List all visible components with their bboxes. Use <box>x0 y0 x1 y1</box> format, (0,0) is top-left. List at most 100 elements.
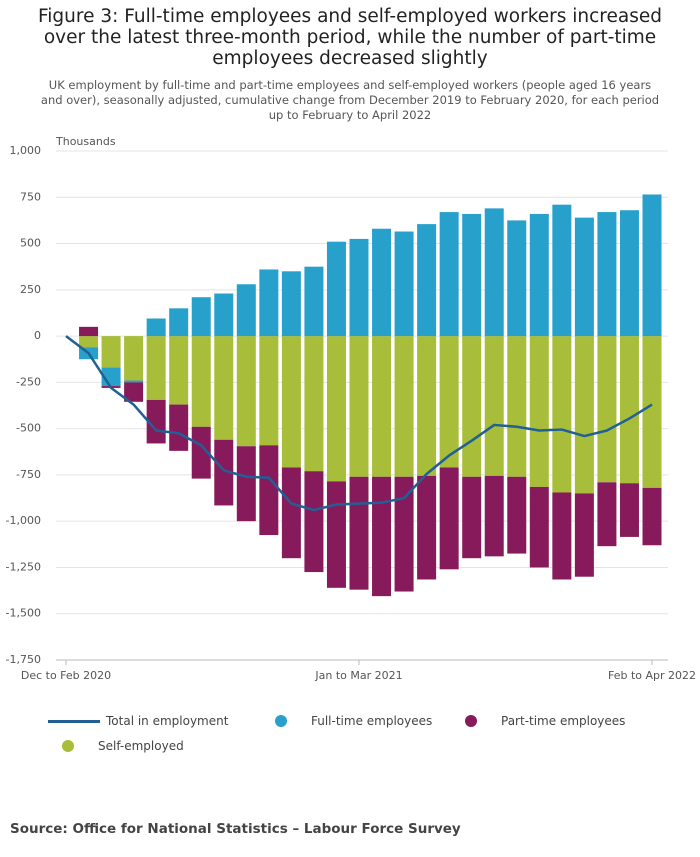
chart: Thousands 1,000 750 500 250 0 -250 -500 -750 -1,0… <box>6 135 696 682</box>
bar <box>484 336 504 476</box>
bar <box>529 336 549 487</box>
legend-item: Self-employed <box>48 739 184 753</box>
y-tick-label: 750 <box>20 190 41 203</box>
bar <box>619 483 639 537</box>
bar <box>124 380 144 383</box>
bar <box>394 336 414 477</box>
y-axis-label: Thousands <box>55 135 116 148</box>
bar <box>372 476 392 597</box>
y-tick-label: -1,250 <box>6 560 41 573</box>
bar <box>326 481 346 588</box>
legend-label: Part-time employees <box>501 714 626 728</box>
bar <box>191 426 211 479</box>
bar <box>462 336 482 477</box>
legend-swatch <box>465 715 477 727</box>
bar <box>236 336 256 447</box>
bar <box>169 336 189 405</box>
bar <box>146 399 166 444</box>
bar <box>79 326 99 337</box>
bar <box>326 336 346 482</box>
bar <box>259 269 279 337</box>
bar <box>574 217 594 337</box>
x-tick-label: Jan to Mar 2021 <box>314 669 402 682</box>
bar <box>574 336 594 494</box>
bar <box>394 476 414 592</box>
bar <box>304 336 324 472</box>
bar <box>552 204 572 337</box>
bar <box>642 336 662 488</box>
bar <box>372 228 392 337</box>
bar <box>439 212 459 337</box>
line <box>65 335 653 512</box>
bar <box>214 439 234 506</box>
bar <box>259 336 279 446</box>
x-tick-label: Feb to Apr 2022 <box>608 669 696 682</box>
bar <box>507 336 527 477</box>
bar <box>619 336 639 484</box>
bar <box>507 476 527 554</box>
legend-label: Total in employment <box>106 714 229 728</box>
bar <box>484 475 504 557</box>
y-tick-label: -1,500 <box>6 607 41 620</box>
bar <box>417 336 437 476</box>
bar <box>326 241 346 337</box>
bar <box>349 336 369 477</box>
bar <box>304 266 324 337</box>
legend-swatch <box>275 715 287 727</box>
bar <box>101 336 121 368</box>
bar <box>191 297 211 337</box>
bar <box>259 445 279 536</box>
bar <box>507 220 527 337</box>
bar <box>462 213 482 337</box>
bar <box>281 467 301 559</box>
bar <box>619 210 639 337</box>
legend-label: Self-employed <box>98 739 184 753</box>
bar <box>574 493 594 577</box>
y-tick-label: -1,750 <box>6 653 41 666</box>
legend-item: Full-time employees <box>261 714 432 728</box>
bar <box>236 284 256 337</box>
y-tick-label: -750 <box>16 468 41 481</box>
bar <box>169 404 189 451</box>
bar <box>642 194 662 337</box>
y-tick-label: -250 <box>16 375 41 388</box>
bar <box>214 293 234 337</box>
y-tick-label: -500 <box>16 422 41 435</box>
y-tick-label: -1,000 <box>6 514 41 527</box>
chart-subtitle: UK employment by full-time and part-time… <box>40 78 660 122</box>
bar <box>146 336 166 400</box>
bar <box>597 482 617 547</box>
bar <box>214 336 234 440</box>
bar <box>191 336 211 427</box>
bar <box>417 475 437 580</box>
bar <box>417 224 437 337</box>
y-tick-label: 500 <box>20 237 41 250</box>
y-tick-label: 1,000 <box>10 144 42 157</box>
y-tick-label: 0 <box>34 329 41 342</box>
bar <box>124 336 144 381</box>
bar <box>597 336 617 483</box>
bar <box>169 308 189 337</box>
x-tick-label: Dec to Feb 2020 <box>21 669 111 682</box>
legend-item: Total in employment <box>48 714 228 728</box>
bar <box>124 382 144 402</box>
bar <box>484 208 504 337</box>
bar <box>372 336 392 477</box>
bar <box>281 336 301 468</box>
source: Source: Office for National Statistics –… <box>10 821 461 837</box>
bar <box>552 336 572 493</box>
bar <box>349 238 369 337</box>
bar <box>529 486 549 568</box>
legend-swatch <box>48 719 100 723</box>
legend-label: Full-time employees <box>311 714 433 728</box>
bar <box>439 336 459 468</box>
bar <box>146 318 166 337</box>
bar <box>597 212 617 337</box>
bar <box>79 336 99 348</box>
bar <box>462 476 482 559</box>
bar <box>236 446 256 522</box>
chart-title: Figure 3: Full-time employees and self-e… <box>38 6 662 69</box>
bar <box>349 476 369 590</box>
bar <box>529 213 549 337</box>
